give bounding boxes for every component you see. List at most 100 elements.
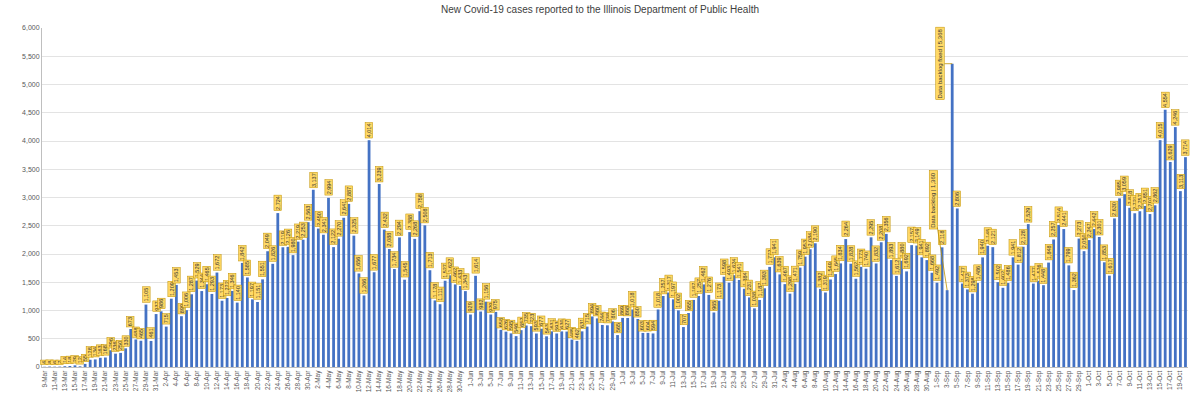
svg-text:8-Aug: 8-Aug: [811, 370, 819, 388]
svg-text:24-May: 24-May: [426, 370, 434, 392]
svg-text:2,341: 2,341: [321, 218, 327, 232]
svg-text:1,433: 1,433: [457, 270, 463, 284]
svg-text:12-May: 12-May: [365, 370, 373, 392]
svg-text:11-Oct: 11-Oct: [1136, 370, 1143, 389]
svg-text:0: 0: [36, 363, 40, 370]
svg-text:488: 488: [133, 328, 139, 337]
svg-text:1,486: 1,486: [975, 266, 981, 280]
svg-text:565: 565: [615, 323, 621, 332]
svg-text:1,462: 1,462: [452, 268, 458, 282]
svg-text:16-Apr: 16-Apr: [233, 370, 241, 390]
svg-text:1,298: 1,298: [787, 277, 793, 291]
svg-text:296: 296: [108, 338, 114, 347]
svg-text:2,356: 2,356: [883, 217, 889, 231]
svg-text:2,257: 2,257: [1050, 222, 1056, 236]
svg-text:7-Sep: 7-Sep: [964, 370, 972, 388]
svg-text:24-Aug: 24-Aug: [893, 370, 901, 391]
svg-text:2,887: 2,887: [346, 187, 352, 201]
svg-text:1,209: 1,209: [169, 282, 175, 296]
svg-text:8-Apr: 8-Apr: [193, 370, 201, 387]
svg-text:1,527: 1,527: [442, 264, 448, 278]
svg-text:1,713: 1,713: [427, 253, 433, 267]
svg-text:595: 595: [508, 321, 514, 330]
svg-text:1-Sep: 1-Sep: [933, 370, 941, 388]
svg-text:19-Oct: 19-Oct: [1177, 370, 1184, 390]
svg-text:500: 500: [28, 335, 40, 342]
svg-text:461: 461: [148, 328, 154, 337]
svg-text:868: 868: [624, 306, 630, 315]
svg-text:Data backlog | 1,360: Data backlog | 1,360: [930, 172, 936, 228]
svg-text:2,219: 2,219: [295, 225, 301, 239]
svg-text:1,941: 1,941: [1010, 241, 1016, 255]
svg-text:Data backlog fixed | 5,368: Data backlog fixed | 5,368: [937, 28, 943, 98]
svg-text:22-Aug: 22-Aug: [882, 370, 890, 391]
svg-text:21-Jul: 21-Jul: [720, 370, 727, 388]
svg-text:4-Apr: 4-Apr: [172, 370, 180, 387]
svg-text:13-Jun: 13-Jun: [527, 370, 534, 390]
svg-text:3-Jun: 3-Jun: [477, 370, 484, 387]
svg-text:2,268: 2,268: [412, 222, 418, 236]
svg-text:546: 546: [513, 324, 519, 333]
svg-text:1,002: 1,002: [675, 294, 681, 308]
svg-text:1,980: 1,980: [290, 238, 296, 252]
svg-text:8: 8: [47, 361, 53, 364]
svg-text:1,880: 1,880: [899, 244, 905, 258]
svg-text:2,295: 2,295: [868, 221, 874, 235]
svg-text:1,549: 1,549: [827, 262, 833, 276]
svg-text:2,818: 2,818: [1127, 191, 1133, 205]
svg-text:14-Apr: 14-Apr: [223, 370, 231, 390]
svg-text:593: 593: [533, 321, 539, 330]
svg-text:27-Jul: 27-Jul: [751, 370, 758, 388]
svg-text:1,453: 1,453: [173, 269, 179, 283]
svg-text:1,941: 1,941: [918, 240, 924, 254]
svg-text:2,500: 2,500: [22, 222, 40, 229]
svg-text:2,441: 2,441: [1061, 212, 1067, 226]
svg-text:1,362: 1,362: [1071, 273, 1077, 287]
svg-text:1,197: 1,197: [249, 283, 255, 297]
svg-text:2,270: 2,270: [336, 222, 342, 236]
svg-text:2,641: 2,641: [341, 201, 347, 215]
svg-text:25-Sep: 25-Sep: [1055, 370, 1063, 391]
svg-text:604: 604: [645, 321, 651, 330]
svg-text:1,393: 1,393: [761, 271, 767, 285]
svg-text:30-Aug: 30-Aug: [923, 370, 931, 391]
svg-text:1,178: 1,178: [432, 284, 438, 298]
svg-text:12-Aug: 12-Aug: [832, 370, 840, 391]
svg-text:26-Aug: 26-Aug: [903, 370, 911, 391]
svg-text:1,529: 1,529: [194, 264, 200, 278]
svg-text:9-Sep: 9-Sep: [974, 370, 982, 388]
svg-text:1,826: 1,826: [270, 247, 276, 261]
svg-text:2,050: 2,050: [1081, 234, 1087, 248]
svg-text:14-Aug: 14-Aug: [842, 370, 850, 391]
svg-text:4-May: 4-May: [325, 370, 333, 389]
svg-text:7: 7: [57, 361, 63, 364]
svg-text:2,985: 2,985: [1116, 181, 1122, 195]
svg-text:2,806: 2,806: [954, 192, 960, 206]
svg-text:1,000: 1,000: [22, 307, 40, 314]
svg-text:2,442: 2,442: [1091, 212, 1097, 226]
svg-text:1,812: 1,812: [1016, 248, 1022, 262]
svg-text:15-Jun: 15-Jun: [538, 370, 545, 390]
svg-text:15-Oct: 15-Oct: [1156, 370, 1163, 390]
svg-text:9-Jul: 9-Jul: [659, 370, 666, 385]
svg-text:1,287: 1,287: [188, 277, 194, 291]
svg-text:1,018: 1,018: [629, 292, 635, 306]
svg-text:2-May: 2-May: [314, 370, 322, 389]
svg-text:723: 723: [529, 314, 535, 323]
svg-text:2,190: 2,190: [812, 227, 818, 241]
svg-text:4,015: 4,015: [1157, 123, 1163, 137]
svg-text:1,734: 1,734: [391, 253, 397, 267]
svg-text:5-Jun: 5-Jun: [487, 370, 494, 387]
svg-text:2,208: 2,208: [878, 226, 884, 240]
svg-text:22-Apr: 22-Apr: [264, 370, 272, 390]
svg-text:2,851: 2,851: [1142, 189, 1148, 203]
svg-text:2,757: 2,757: [1137, 194, 1143, 208]
svg-text:1,842: 1,842: [239, 246, 245, 260]
svg-text:27-Mar: 27-Mar: [132, 370, 139, 391]
svg-text:7-Jul: 7-Jul: [649, 370, 656, 385]
svg-text:18-Apr: 18-Apr: [243, 370, 251, 390]
svg-text:1,493: 1,493: [726, 266, 732, 280]
svg-text:806: 806: [610, 309, 616, 318]
svg-text:2,157: 2,157: [909, 228, 915, 242]
svg-text:21-Mar: 21-Mar: [101, 370, 108, 391]
